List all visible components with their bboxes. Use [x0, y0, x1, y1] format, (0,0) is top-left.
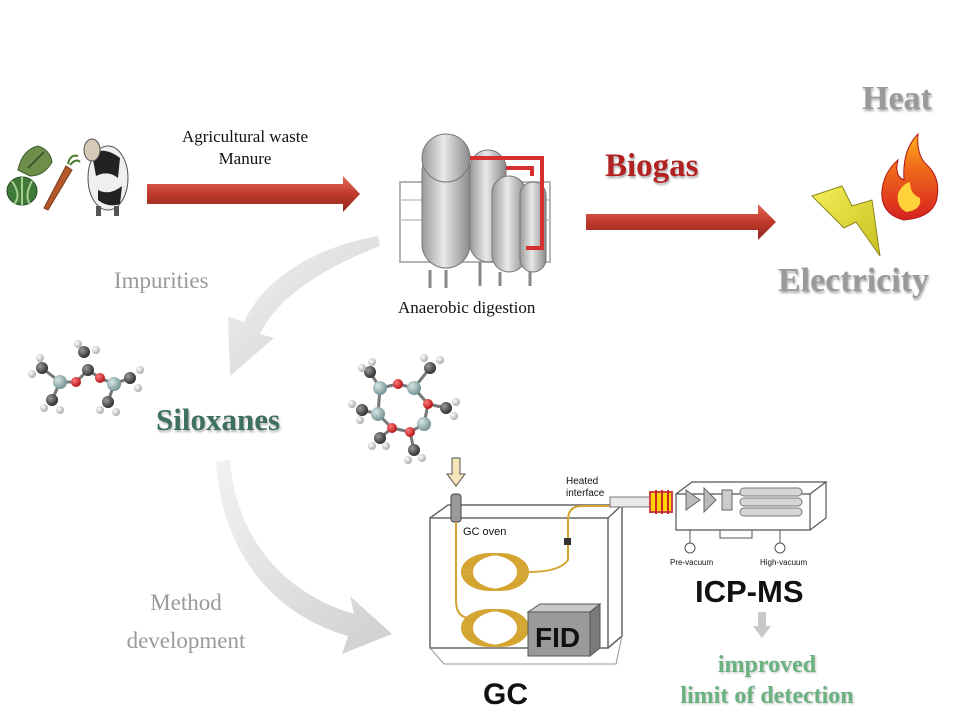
icpms-schematic — [609, 481, 828, 638]
feedstock-label: Agricultural waste Manure — [150, 126, 340, 170]
impurities-label: Impurities — [114, 268, 209, 293]
heat-label: Heat — [862, 80, 932, 117]
carrot-icon — [43, 165, 73, 211]
feed-arrow — [147, 176, 360, 212]
down-arrow-icon — [753, 612, 771, 638]
heated-interface-label: Heated interface — [566, 476, 604, 500]
method-text: Method — [150, 590, 222, 615]
high-vacuum-pump-icon — [774, 542, 786, 554]
method-curved-arrow — [216, 460, 392, 654]
column-coil-upper — [461, 553, 529, 591]
siloxanes-label: Siloxanes — [156, 402, 281, 437]
manure-text: Manure — [218, 149, 272, 168]
gc-oven-label: GC oven — [463, 526, 507, 538]
lightning-icon — [811, 185, 881, 257]
gc-oven-schematic — [429, 457, 630, 665]
biogas-label: Biogas — [605, 148, 699, 184]
interface-text: interface — [566, 488, 605, 499]
pre-vacuum-label: Pre-vacuum — [670, 558, 714, 567]
fid-label: FID — [535, 622, 581, 653]
improved-text: improved — [717, 652, 817, 678]
high-vacuum-label: High-vacuum — [760, 558, 808, 567]
linear-siloxane-molecule — [28, 340, 144, 416]
injection-arrow-icon — [446, 457, 466, 487]
injector-icon — [450, 493, 462, 523]
electricity-label: Electricity — [778, 262, 930, 299]
fid-detector — [527, 611, 591, 657]
feedstock-illustration — [6, 138, 129, 216]
agricultural-waste-text: Agricultural waste — [181, 127, 309, 146]
icpms-label: ICP-MS — [695, 574, 804, 609]
limit-of-detection-text: limit of detection — [680, 683, 854, 709]
biogas-arrow — [586, 204, 776, 240]
heated-text: Heated — [566, 476, 599, 487]
anaerobic-digester-illustration — [399, 133, 551, 288]
improved-lod-label: improved limit of detection — [658, 650, 876, 712]
column-coil-lower — [461, 609, 529, 647]
method-development-label: Method development — [100, 584, 272, 660]
flame-icon — [881, 132, 939, 221]
anaerobic-digestion-label: Anaerobic digestion — [398, 298, 536, 317]
impurities-curved-arrow — [228, 236, 380, 376]
development-text: development — [126, 628, 246, 653]
cyclic-siloxane-molecule — [348, 354, 460, 464]
gc-label: GC — [483, 678, 528, 711]
cow-icon — [83, 138, 129, 216]
pre-vacuum-pump-icon — [684, 542, 696, 554]
